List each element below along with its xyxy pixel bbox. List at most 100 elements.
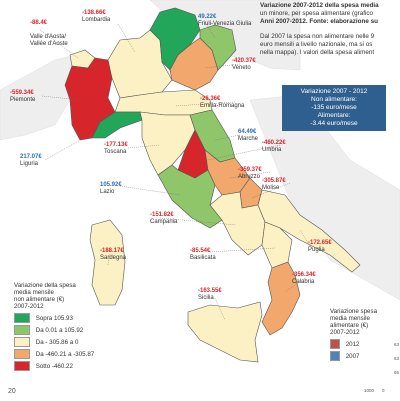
label-valle-daosta: -88.4€ Valle d'Aosta/ Vallée d'Aoste <box>30 20 68 48</box>
legend-label-da-305: Da - 305.86 a 0 <box>35 339 79 346</box>
region-sicilia[interactable] <box>187 301 263 363</box>
name-emilia-romagna: Emilia-Romagna <box>200 103 245 109</box>
region-veneto[interactable] <box>169 37 219 91</box>
legend-right-title-3: alimentare (€) <box>330 322 369 329</box>
legend-alimentare: Variazione spesa media mensile alimentar… <box>330 308 377 363</box>
legend-swatch-sopra <box>14 313 30 324</box>
label-lombardia: -138.66€ Lombardia <box>82 10 110 24</box>
value-veneto: -420.37€ <box>232 58 256 64</box>
name-toscana: Toscana <box>104 149 127 155</box>
legend-swatch-da-460 <box>14 349 30 360</box>
name-veneto: Veneto <box>232 65 251 71</box>
legend-right-title-1: Variazione spesa <box>330 308 378 315</box>
info-box-line-3: Alimentare: <box>317 112 351 119</box>
header-para-2: euro mensili a livello nazionale, ma si … <box>260 41 373 48</box>
region-lombardia[interactable] <box>107 29 173 99</box>
value-lazio: 105.92€ <box>100 182 122 188</box>
label-basilicata: -85.54€ Basilicata <box>190 248 216 262</box>
legend-item-da-0-01: Da 0.01 a 105.92 <box>14 325 94 337</box>
value-umbria: -460.22€ <box>262 140 286 146</box>
axis-tick-63a: 63 <box>394 342 400 347</box>
value-abruzzo: -359.37€ <box>238 167 262 173</box>
legend-left-title-4: 2007-2012 <box>14 303 44 310</box>
label-sicilia: -163.55€ Sicilia <box>198 288 222 302</box>
legend-swatch-sotto <box>14 361 30 372</box>
legend-label-2012: 2012 <box>345 341 360 348</box>
label-emilia-romagna: -26.36€ Emilia-Romagna <box>200 96 244 110</box>
legend-right-title-4: 2007-2012 <box>330 329 360 336</box>
value-molise: -305.87€ <box>262 178 286 184</box>
label-piemonte: -559.34€ Piemonte <box>10 90 35 104</box>
legend-non-alimentare: Variazione della spesa media mensile non… <box>14 282 94 373</box>
name-lazio: Lazio <box>100 189 115 195</box>
label-veneto: -420.37€ Veneto <box>232 58 256 72</box>
info-box-line-2: -135 euro/mese <box>311 104 357 111</box>
label-sardegna: -188.17€ Sardegna <box>100 248 126 262</box>
name-calabria: Calabria <box>292 279 315 285</box>
name-piemonte: Piemonte <box>10 97 36 103</box>
foreign-land-west <box>0 54 76 141</box>
legend-right-title-2: media mensile <box>330 315 370 322</box>
name-lombardia: Lombardia <box>82 17 111 23</box>
legend-swatch-da-0-01 <box>14 325 30 336</box>
label-liguria: 217.07€ Liguria <box>20 154 42 168</box>
value-friuli: 49.22€ <box>198 14 217 20</box>
info-box-title: Variazione 2007 - 2012 <box>300 88 368 95</box>
legend-item-da-460: Da -460.21 a -305.87 <box>14 349 94 361</box>
value-lombardia: -138.66€ <box>82 10 106 16</box>
label-marche: 64.49€ Marche <box>238 129 258 143</box>
value-emilia-romagna: -26.36€ <box>200 96 221 102</box>
label-molise: -305.87€ Molise <box>262 178 286 192</box>
info-box-line-4: -3.44 euro/mese <box>310 120 358 127</box>
legend-item-2007: 2007 <box>330 351 377 363</box>
legend-item-da-305: Da - 305.86 a 0 <box>14 337 94 349</box>
axis-tick-1000: 1000 <box>364 388 375 393</box>
region-sardegna[interactable] <box>89 219 126 306</box>
value-marche: 64.49€ <box>238 129 257 135</box>
legend-left-title-3: non alimentare (€) <box>14 296 65 303</box>
region-calabria[interactable] <box>261 261 301 336</box>
axis-tick-65: 65 <box>394 370 400 375</box>
label-lazio: 105.92€ Lazio <box>100 182 122 196</box>
name-campania: Campania <box>150 219 178 225</box>
label-abruzzo: -359.37€ Abruzzo <box>238 167 262 181</box>
value-valle-daosta: -88.4€ <box>30 20 48 26</box>
value-puglia: -172.65€ <box>308 240 332 246</box>
name-liguria: Liguria <box>20 161 39 167</box>
header-para-3: nella mappa). I valori della spesa alime… <box>260 49 375 56</box>
legend-item-sopra: Sopra 105.93 <box>14 313 94 325</box>
value-toscana: -177.13€ <box>104 142 128 148</box>
axis-tick-63b: 63 <box>394 356 400 361</box>
value-sardegna: -188.17€ <box>100 248 124 254</box>
header-line-2: un minore, per spesa alimentare (grafico <box>260 10 374 17</box>
value-campania: -151.82€ <box>150 212 174 218</box>
label-umbria: -460.22€ Umbria <box>262 140 286 154</box>
header-line-3: Anni 2007-2012. Fonte: elaborazione su <box>260 18 378 25</box>
legend-left-title-1: Variazione della spesa <box>14 282 76 289</box>
legend-item-2012: 2012 <box>330 339 377 351</box>
info-box-line-1: Non alimentare: <box>311 96 357 103</box>
name-valle-daosta: Valle d'Aosta/ Vallée d'Aoste <box>30 34 68 47</box>
legend-label-da-460: Da -460.21 a -305.87 <box>35 351 95 358</box>
page-number: 20 <box>8 388 16 395</box>
name-basilicata: Basilicata <box>190 255 216 261</box>
value-calabria: -356.34€ <box>292 272 316 278</box>
legend-label-sotto: Sotto -460.22 <box>35 363 73 370</box>
name-friuli: Friuli-Venezia Giulia <box>198 21 252 27</box>
legend-swatch-da-305 <box>14 337 30 348</box>
legend-item-sotto: Sotto -460.22 <box>14 361 94 373</box>
label-calabria: -356.34€ Calabria <box>292 272 316 286</box>
label-puglia: -172.65€ Puglia <box>308 240 332 254</box>
region-lazio[interactable] <box>157 164 223 229</box>
header-line-1: Variazione 2007-2012 della spesa media <box>260 2 379 9</box>
legend-swatch-2012 <box>330 339 340 350</box>
value-piemonte: -559.34€ <box>10 90 34 96</box>
value-liguria: 217.07€ <box>20 154 42 160</box>
name-sicilia: Sicilia <box>198 295 214 301</box>
label-campania: -151.82€ Campania <box>150 212 177 226</box>
axis-tick-0: 0 <box>382 388 385 393</box>
header-para-1: Dal 2007 la spesa non alimentare nelle 9 <box>260 33 375 40</box>
name-molise: Molise <box>262 185 280 191</box>
value-sicilia: -163.55€ <box>198 288 222 294</box>
